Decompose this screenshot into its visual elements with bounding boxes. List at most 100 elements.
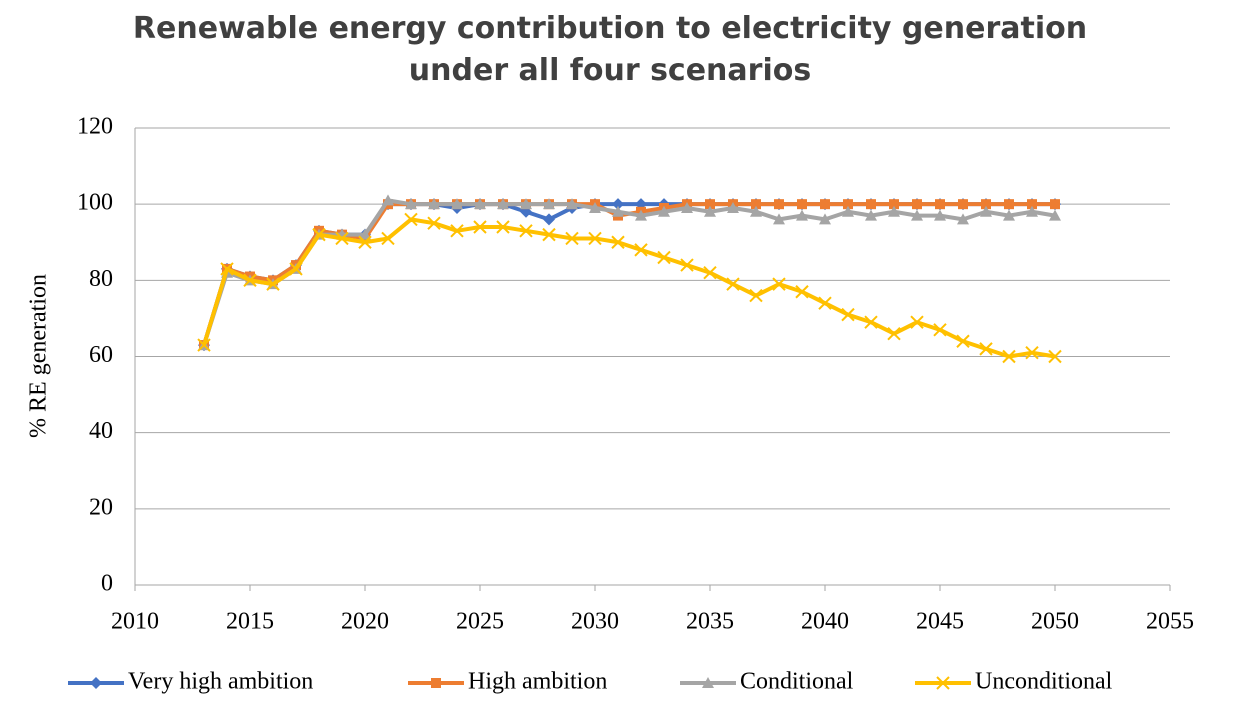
marker [981, 199, 991, 210]
x-tick-label: 2010 [111, 609, 159, 635]
marker [427, 216, 441, 230]
marker [819, 213, 831, 225]
marker [1049, 209, 1061, 221]
marker [542, 227, 556, 242]
marker [634, 243, 648, 257]
legend-item: High ambition [408, 669, 607, 695]
marker [1026, 205, 1038, 217]
marker [934, 209, 946, 221]
marker [289, 262, 303, 276]
x-tick-label: 2045 [916, 609, 964, 635]
y-tick-label: 40 [89, 418, 113, 444]
y-tick-label: 0 [101, 571, 113, 597]
series-line [202, 217, 1056, 359]
marker [431, 678, 441, 688]
marker [612, 205, 624, 217]
marker [520, 198, 532, 210]
legend-label: Unconditional [975, 669, 1113, 695]
marker [865, 209, 877, 221]
marker [473, 220, 487, 234]
marker [312, 227, 326, 242]
marker [358, 235, 372, 249]
marker [774, 199, 784, 210]
legend-label: Conditional [740, 669, 854, 695]
marker [751, 199, 761, 210]
x-tick-label: 2050 [1031, 609, 1079, 635]
marker [750, 205, 762, 217]
legend-label: High ambition [468, 669, 607, 695]
marker [864, 315, 878, 329]
series-line [202, 198, 1056, 346]
marker [589, 201, 601, 213]
marker [497, 198, 509, 210]
marker [543, 198, 555, 210]
marker [1004, 199, 1014, 210]
legend-item: Very high ambition [68, 669, 313, 695]
marker [797, 199, 807, 210]
marker [611, 235, 625, 249]
marker [1002, 349, 1016, 364]
marker [90, 677, 102, 689]
marker [451, 198, 463, 210]
marker [1025, 345, 1039, 360]
marker [866, 199, 876, 210]
marker [703, 266, 717, 280]
marker [749, 288, 763, 303]
marker [796, 209, 808, 221]
marker [795, 285, 809, 299]
marker [772, 277, 786, 291]
x-tick-label: 2055 [1146, 609, 1194, 635]
marker [818, 296, 832, 310]
y-tick-label: 120 [77, 114, 113, 140]
marker [635, 209, 647, 221]
marker [911, 209, 923, 221]
marker [726, 277, 740, 291]
marker [474, 198, 486, 210]
marker [359, 228, 371, 240]
marker [841, 307, 855, 322]
marker [702, 677, 714, 688]
marker [496, 220, 510, 234]
marker [543, 213, 555, 226]
marker [935, 199, 945, 210]
legend-item: Conditional [680, 669, 854, 695]
marker [220, 262, 234, 276]
marker [405, 198, 417, 210]
marker [843, 199, 853, 210]
marker [773, 213, 785, 225]
x-tick-label: 2040 [801, 609, 849, 635]
x-tick-label: 2025 [456, 609, 504, 635]
y-tick-label: 60 [89, 342, 113, 368]
y-axis-label: % RE generation [26, 274, 52, 438]
marker [565, 231, 579, 246]
x-tick-label: 2035 [686, 609, 734, 635]
y-tick-label: 80 [89, 266, 113, 292]
marker [335, 231, 349, 246]
marker [450, 224, 464, 238]
marker [888, 205, 900, 217]
marker [1050, 199, 1060, 210]
marker [704, 205, 716, 217]
marker [588, 231, 602, 246]
marker [243, 273, 257, 288]
marker [705, 199, 715, 210]
marker [980, 205, 992, 217]
marker [266, 277, 280, 291]
marker [979, 342, 993, 356]
x-tick-label: 2015 [226, 609, 274, 635]
legend-item: Unconditional [915, 669, 1113, 695]
marker [842, 205, 854, 217]
y-tick-label: 100 [77, 190, 113, 216]
marker [566, 198, 578, 210]
marker [382, 194, 394, 206]
marker [912, 199, 922, 210]
chart-title: Renewable energy contribution to electri… [132, 11, 1088, 88]
marker [727, 201, 739, 213]
marker [381, 231, 395, 246]
marker [658, 205, 670, 217]
series [197, 212, 1062, 364]
marker [519, 224, 533, 238]
marker [1003, 209, 1015, 221]
marker [404, 212, 418, 227]
